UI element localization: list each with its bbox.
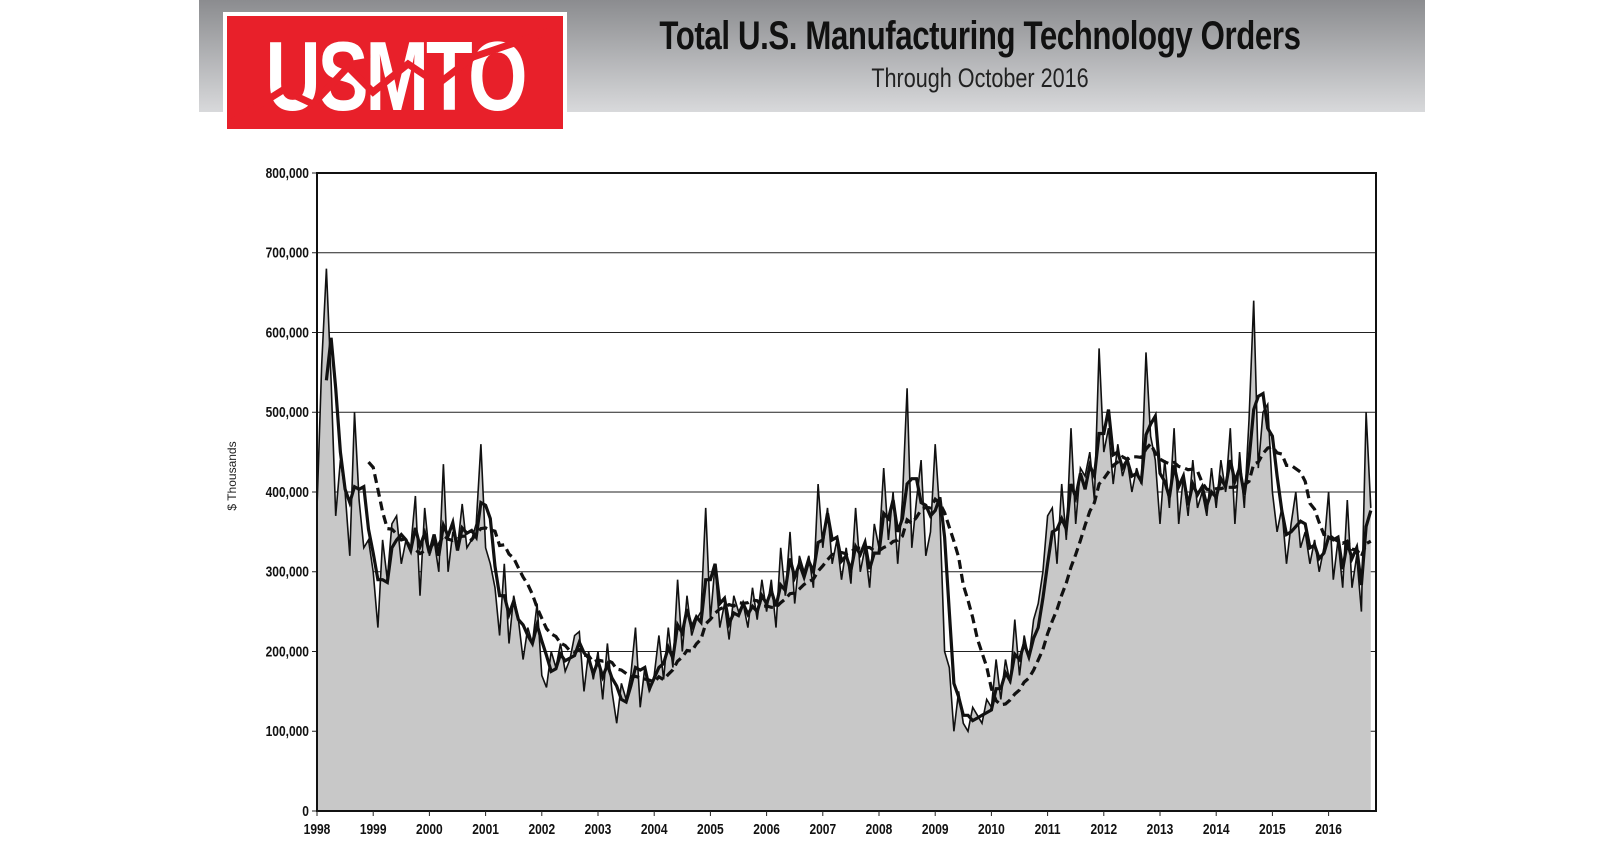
x-tick-label: 2013: [1147, 821, 1174, 838]
y-tick-label: 0: [302, 803, 309, 820]
x-tick-label: 2012: [1090, 821, 1117, 838]
x-tick-label: 2003: [585, 821, 612, 838]
x-tick-label: 2009: [922, 821, 949, 838]
y-tick-label: 300,000: [266, 563, 309, 580]
monthly-line: [316, 268, 1372, 734]
x-tick-label: 2007: [809, 821, 836, 838]
plot-border: [316, 172, 1377, 812]
y-tick-label: 200,000: [266, 643, 309, 660]
x-tick-label: 1998: [304, 821, 331, 838]
x-tick-label: 2011: [1035, 821, 1061, 838]
usmto-logo: USMTO: [223, 12, 567, 133]
y-tick-label: 100,000: [266, 723, 309, 740]
y-axis-title: $ Thousands: [225, 441, 239, 510]
x-tick-label: 2010: [978, 821, 1005, 838]
y-tick-label: 400,000: [266, 484, 309, 501]
x-tick-label: 2005: [697, 821, 724, 838]
twelve-month-average-line: [367, 440, 1372, 707]
x-tick-label: 2000: [416, 821, 443, 838]
monthly-area-fill: [317, 268, 1371, 811]
x-tick-label: 2016: [1315, 821, 1342, 838]
x-tick-label: 2014: [1203, 821, 1230, 838]
x-tick-label: 2006: [753, 821, 780, 838]
y-tick-label: 600,000: [266, 324, 309, 341]
x-tick-label: 2002: [528, 821, 555, 838]
chart-subtitle: Through October 2016: [871, 63, 1089, 93]
y-tick-label: 500,000: [266, 404, 309, 421]
x-tick-label: 2004: [641, 821, 668, 838]
chart-title: Total U.S. Manufacturing Technology Orde…: [659, 14, 1301, 58]
y-tick-label: 800,000: [266, 165, 309, 182]
x-tick-label: 2008: [866, 821, 893, 838]
y-tick-label: 700,000: [266, 244, 309, 261]
three-month-average-line: [324, 337, 1373, 723]
x-tick-label: 2001: [472, 821, 499, 838]
x-tick-label: 1999: [360, 821, 387, 838]
x-tick-label: 2015: [1259, 821, 1286, 838]
